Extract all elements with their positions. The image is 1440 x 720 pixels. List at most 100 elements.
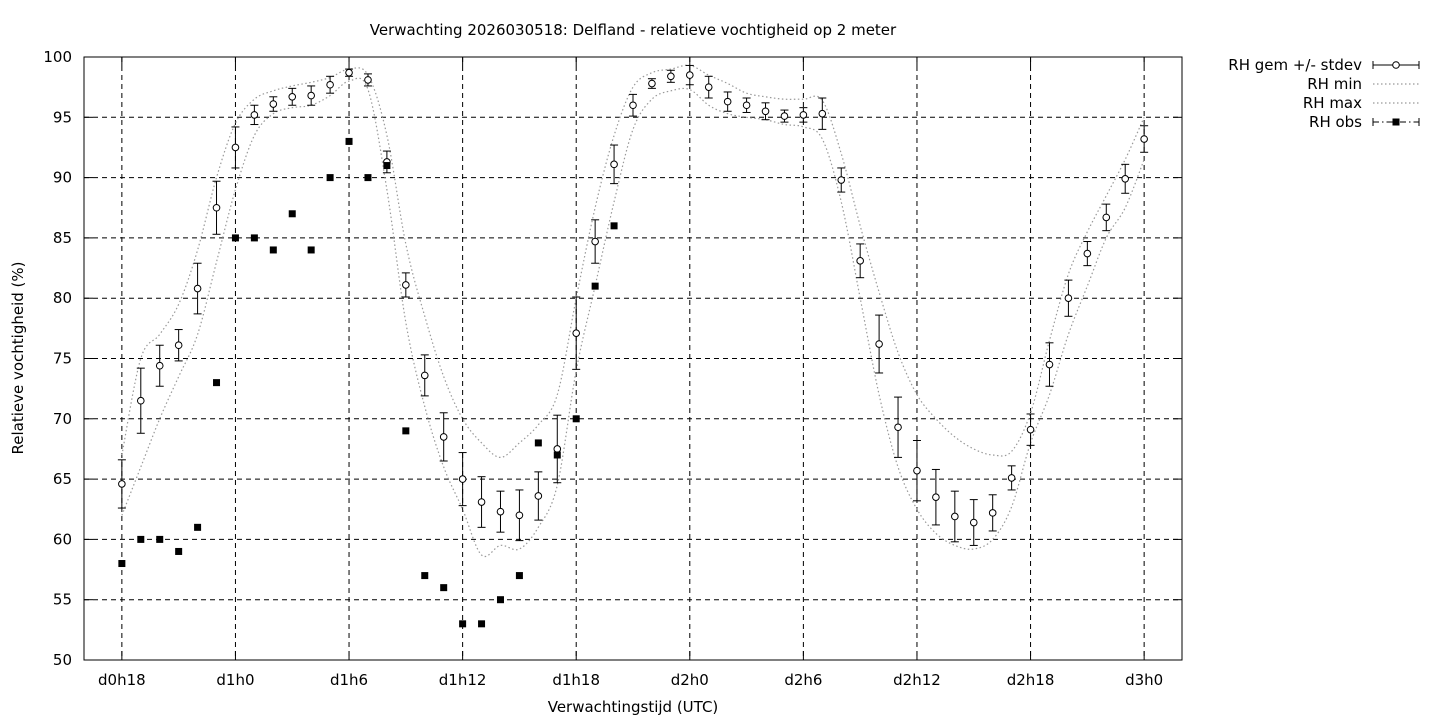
y-tick-label: 55 <box>53 591 72 609</box>
mean-point <box>439 433 448 441</box>
mean-point <box>761 107 770 116</box>
mean-point <box>818 109 827 118</box>
obs-point <box>610 222 618 230</box>
mean-point <box>250 111 259 119</box>
y-tick-label: 90 <box>53 169 72 187</box>
obs-point <box>383 162 391 170</box>
mean-point <box>553 445 562 453</box>
mean-point <box>1045 360 1054 369</box>
obs-point <box>118 560 126 568</box>
mean-point <box>875 340 883 348</box>
obs-point <box>515 572 523 580</box>
mean-point <box>894 423 902 432</box>
mean-point <box>799 111 808 119</box>
mean-point <box>572 329 581 337</box>
mean-point <box>155 361 164 370</box>
mean-point <box>1007 474 1016 482</box>
mean-errorbars <box>117 64 1149 546</box>
mean-point <box>534 492 543 500</box>
obs-point <box>591 282 599 290</box>
y-axis-ticks: 50 55 60 65 70 75 80 85 90 95 100 <box>43 48 1182 669</box>
mean-point <box>1121 175 1130 183</box>
obs-point <box>250 234 258 242</box>
mean-point <box>685 71 694 79</box>
obs-point <box>402 427 410 435</box>
mean-point <box>648 79 656 88</box>
mean-point <box>496 507 505 516</box>
legend-mean-marker <box>1392 61 1400 69</box>
obs-point <box>194 523 202 531</box>
y-tick-label: 65 <box>53 470 72 488</box>
mean-point <box>704 83 713 91</box>
mean-point <box>212 203 221 212</box>
x-tick-label: d3h0 <box>1125 671 1163 689</box>
mean-point <box>1102 213 1111 222</box>
y-tick-label: 80 <box>53 289 72 307</box>
mean-point <box>193 284 202 293</box>
x-tick-label: d1h18 <box>552 671 600 689</box>
mean-point <box>136 396 145 405</box>
mean-point <box>477 498 486 506</box>
mean-point <box>951 512 959 521</box>
mean-point <box>345 68 353 77</box>
y-tick-label: 60 <box>53 530 72 548</box>
x-tick-label: d0h18 <box>98 671 146 689</box>
obs-point <box>364 174 372 182</box>
obs-point <box>288 210 296 218</box>
obs-point <box>156 535 164 543</box>
mean-point <box>326 80 334 89</box>
rh-min-curve <box>121 77 1145 558</box>
x-axis-label: Verwachtingstijd (UTC) <box>548 698 719 716</box>
obs-point <box>175 547 183 555</box>
legend-label: RH min <box>1307 75 1362 93</box>
y-tick-label: 85 <box>53 229 72 247</box>
x-tick-label: d1h12 <box>439 671 487 689</box>
y-tick-label: 75 <box>53 350 72 368</box>
obs-point <box>137 535 145 543</box>
y-axis-label: Relatieve vochtigheid (%) <box>9 261 27 454</box>
mean-point <box>402 281 410 289</box>
mean-point <box>174 341 183 350</box>
y-tick-label: 100 <box>43 48 72 66</box>
mean-point <box>231 143 240 152</box>
obs-point <box>572 415 580 423</box>
mean-point <box>307 91 315 100</box>
mean-point <box>780 112 789 120</box>
mean-point <box>1026 425 1035 434</box>
mean-point <box>288 92 297 101</box>
mean-point <box>591 237 599 246</box>
y-tick-label: 70 <box>53 410 72 428</box>
grid-lines <box>84 57 1182 660</box>
min-max-curves <box>121 64 1145 558</box>
obs-point <box>269 246 277 254</box>
mean-point <box>269 100 278 108</box>
legend-obs-marker <box>1392 118 1400 126</box>
obs-point <box>307 246 315 254</box>
mean-point <box>932 493 940 501</box>
obs-point <box>440 584 448 592</box>
mean-point <box>629 101 637 110</box>
obs-point <box>421 572 429 580</box>
y-tick-label: 95 <box>53 108 72 126</box>
x-tick-label: d2h0 <box>671 671 709 689</box>
mean-point <box>1064 294 1073 303</box>
x-tick-label: d2h12 <box>893 671 941 689</box>
mean-point <box>988 509 997 517</box>
legend-label: RH obs <box>1309 113 1362 131</box>
y-tick-label: 50 <box>53 651 72 669</box>
legend-label: RH max <box>1303 94 1362 112</box>
mean-point <box>1140 135 1148 143</box>
x-axis-ticks: d0h18 d1h0 d1h6 d1h12 d1h18 d2h0 d2h6 d2h12 d2h1… <box>98 57 1163 689</box>
obs-point <box>478 620 486 628</box>
x-tick-label: d1h6 <box>330 671 368 689</box>
observation-points <box>118 137 618 628</box>
mean-point <box>118 480 126 488</box>
mean-point <box>420 371 429 380</box>
mean-point <box>667 72 675 81</box>
chart-title: Verwachting 2026030518: Delfland - relat… <box>370 21 897 39</box>
obs-point <box>231 234 239 242</box>
obs-point <box>553 451 561 459</box>
mean-point <box>723 97 732 106</box>
